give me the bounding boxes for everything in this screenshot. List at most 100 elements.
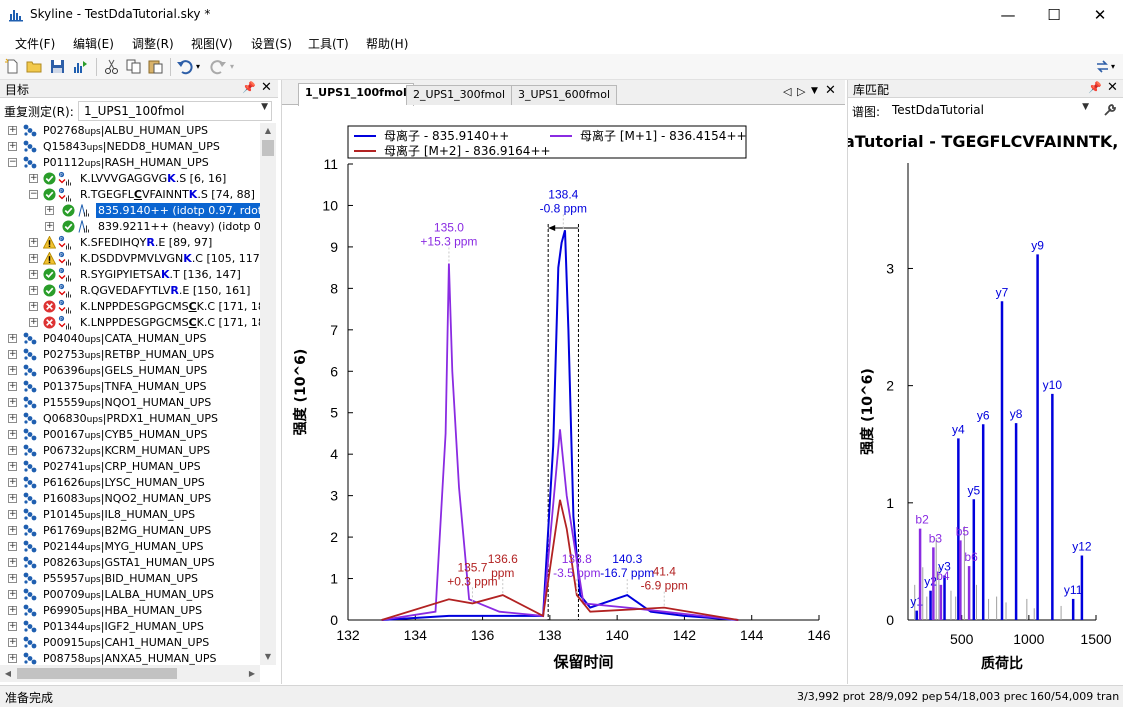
- expand-icon[interactable]: +: [8, 477, 17, 487]
- vertical-scrollbar[interactable]: ▲ ▼: [260, 123, 276, 665]
- tree-peptide-row[interactable]: + P R.SYGIPYIETSAK.T [136, 147]: [0, 267, 260, 283]
- tab-1-ups1-100fmol[interactable]: 1_UPS1_100fmol: [298, 83, 414, 106]
- expand-icon[interactable]: +: [8, 637, 17, 647]
- scroll-right-icon[interactable]: ▶: [248, 669, 256, 678]
- paste-icon[interactable]: [147, 58, 164, 75]
- expand-icon[interactable]: +: [8, 397, 17, 407]
- hscrollbar-thumb[interactable]: [17, 668, 177, 679]
- menu-file[interactable]: 文件(F): [15, 37, 56, 51]
- tree-protein-row[interactable]: + P16083ups|NQO2_HUMAN_UPS: [0, 491, 260, 507]
- tree-peptide-row[interactable]: + P K.LNPPDESGPGCMSCK.C [171, 18!: [0, 315, 260, 331]
- menu-refine[interactable]: 调整(R): [132, 37, 174, 51]
- expand-icon[interactable]: +: [29, 285, 38, 295]
- expand-icon[interactable]: +: [8, 125, 17, 135]
- expand-icon[interactable]: +: [8, 461, 17, 471]
- tree-precursor-row[interactable]: +835.9140++ (idotp 0.97, rdotp 0.7: [0, 203, 260, 219]
- tree-protein-row[interactable]: + P01344ups|IGF2_HUMAN_UPS: [0, 619, 260, 635]
- close-tab-icon[interactable]: ✕: [825, 83, 836, 98]
- close-panel-icon[interactable]: ✕: [261, 80, 272, 95]
- expand-icon[interactable]: +: [29, 301, 38, 311]
- replicate-dropdown[interactable]: 1_UPS1_100fmol ▼: [78, 101, 272, 121]
- horizontal-scrollbar[interactable]: ◀ ▶: [0, 665, 260, 682]
- tree-protein-row[interactable]: + P08758ups|ANXA5_HUMAN_UPS: [0, 651, 260, 665]
- undo-icon[interactable]: [176, 58, 193, 75]
- scroll-left-icon[interactable]: ◀: [4, 669, 12, 678]
- maximize-button[interactable]: ☐: [1047, 6, 1061, 24]
- new-document-icon[interactable]: [4, 58, 21, 75]
- open-folder-icon[interactable]: [26, 58, 43, 75]
- tree-peptide-row[interactable]: + P K.LVVVGAGGVGK.S [6, 16]: [0, 171, 260, 187]
- tree-protein-row[interactable]: + P00709ups|LALBA_HUMAN_UPS: [0, 587, 260, 603]
- tab-prev-icon[interactable]: ◁: [783, 85, 792, 98]
- expand-icon[interactable]: +: [45, 205, 54, 215]
- import-results-icon[interactable]: [72, 58, 89, 75]
- expand-icon[interactable]: +: [8, 573, 17, 583]
- expand-icon[interactable]: +: [29, 253, 38, 263]
- tree-protein-row[interactable]: + P01375ups|TNFA_HUMAN_UPS: [0, 379, 260, 395]
- tab-list-icon[interactable]: ▼: [811, 86, 818, 96]
- expand-icon[interactable]: +: [8, 557, 17, 567]
- expand-icon[interactable]: +: [8, 429, 17, 439]
- chevron-down-icon[interactable]: ▼: [261, 102, 268, 112]
- tree-protein-row[interactable]: + P61626ups|LYSC_HUMAN_UPS: [0, 475, 260, 491]
- tree-protein-row[interactable]: + P06732ups|KCRM_HUMAN_UPS: [0, 443, 260, 459]
- expand-icon[interactable]: +: [8, 365, 17, 375]
- scroll-down-icon[interactable]: ▼: [264, 652, 272, 661]
- collapse-icon[interactable]: −: [29, 189, 38, 199]
- tab-2-ups1-300fmol[interactable]: 2_UPS1_300fmol: [406, 85, 513, 105]
- minimize-button[interactable]: —: [1000, 6, 1016, 24]
- tab-3-ups1-600fmol[interactable]: 3_UPS1_600fmol: [511, 85, 618, 105]
- chevron-down-icon[interactable]: ▼: [1082, 102, 1089, 112]
- tree-peptide-row[interactable]: − P R.TGEGFLCVFAINNTK.S [74, 88]: [0, 187, 260, 203]
- collapse-icon[interactable]: −: [8, 157, 17, 167]
- tree-peptide-row[interactable]: + P K.LNPPDESGPGCMSCK.C [171, 18!: [0, 299, 260, 315]
- tree-protein-row[interactable]: + P02144ups|MYG_HUMAN_UPS: [0, 539, 260, 555]
- chromatogram-chart[interactable]: 0 1 2 3 4 5 6 7 8 9 10 11 132 134 136 138 140 142 144 146 保留…: [282, 106, 845, 684]
- tree-peptide-row[interactable]: + P K.DSDDVPMVLVGNK.C [105, 117]: [0, 251, 260, 267]
- tree-protein-row[interactable]: + P02741ups|CRP_HUMAN_UPS: [0, 459, 260, 475]
- expand-icon[interactable]: +: [8, 349, 17, 359]
- tree-protein-row[interactable]: + P08263ups|GSTA1_HUMAN_UPS: [0, 555, 260, 571]
- close-button[interactable]: ✕: [1093, 6, 1107, 24]
- expand-icon[interactable]: +: [8, 541, 17, 551]
- expand-icon[interactable]: +: [29, 237, 38, 247]
- close-panel-icon[interactable]: ✕: [1107, 80, 1118, 95]
- menu-settings[interactable]: 设置(S): [251, 37, 292, 51]
- tree-protein-row[interactable]: − P01112ups|RASH_HUMAN_UPS: [0, 155, 260, 171]
- tree-peptide-row[interactable]: + P R.QGVEDAFYTLVR.E [150, 161]: [0, 283, 260, 299]
- menu-help[interactable]: 帮助(H): [366, 37, 409, 51]
- sync-arrows-icon[interactable]: [1094, 58, 1111, 75]
- expand-icon[interactable]: +: [8, 605, 17, 615]
- expand-icon[interactable]: +: [8, 381, 17, 391]
- library-spectrum-chart[interactable]: aTutorial - TGEGFLCVFAINNTK, 0 1 2 3 500 1000 1…: [848, 123, 1123, 684]
- tree-precursor-row[interactable]: +839.9211++ (heavy) (idotp 0.7): [0, 219, 260, 235]
- expand-icon[interactable]: +: [8, 413, 17, 423]
- save-icon[interactable]: [49, 58, 66, 75]
- expand-icon[interactable]: +: [8, 621, 17, 631]
- undo-dropdown-icon[interactable]: ▾: [196, 62, 201, 71]
- expand-icon[interactable]: +: [8, 333, 17, 343]
- expand-icon[interactable]: +: [29, 173, 38, 183]
- expand-icon[interactable]: +: [8, 141, 17, 151]
- spectrum-dropdown[interactable]: TestDdaTutorial ▼: [888, 101, 1092, 121]
- tree-protein-row[interactable]: + P04040ups|CATA_HUMAN_UPS: [0, 331, 260, 347]
- scrollbar-thumb[interactable]: [262, 140, 274, 156]
- expand-icon[interactable]: +: [45, 221, 54, 231]
- redo-dropdown-icon[interactable]: ▾: [230, 62, 235, 71]
- tree-protein-row[interactable]: + Q06830ups|PRDX1_HUMAN_UPS: [0, 411, 260, 427]
- copy-icon[interactable]: [125, 58, 142, 75]
- tree-protein-row[interactable]: + P02753ups|RETBP_HUMAN_UPS: [0, 347, 260, 363]
- tree-protein-row[interactable]: + P61769ups|B2MG_HUMAN_UPS: [0, 523, 260, 539]
- expand-icon[interactable]: +: [29, 269, 38, 279]
- expand-icon[interactable]: +: [8, 509, 17, 519]
- tree-peptide-row[interactable]: + P K.SFEDIHQYR.E [89, 97]: [0, 235, 260, 251]
- cut-icon[interactable]: [103, 58, 120, 75]
- tree-protein-row[interactable]: + P55957ups|BID_HUMAN_UPS: [0, 571, 260, 587]
- menu-view[interactable]: 视图(V): [191, 37, 233, 51]
- menu-edit[interactable]: 编辑(E): [73, 37, 114, 51]
- tree-protein-row[interactable]: + Q15843ups|NEDD8_HUMAN_UPS: [0, 139, 260, 155]
- wrench-icon[interactable]: [1102, 102, 1118, 118]
- redo-icon[interactable]: [210, 58, 227, 75]
- expand-icon[interactable]: +: [8, 589, 17, 599]
- expand-icon[interactable]: +: [8, 525, 17, 535]
